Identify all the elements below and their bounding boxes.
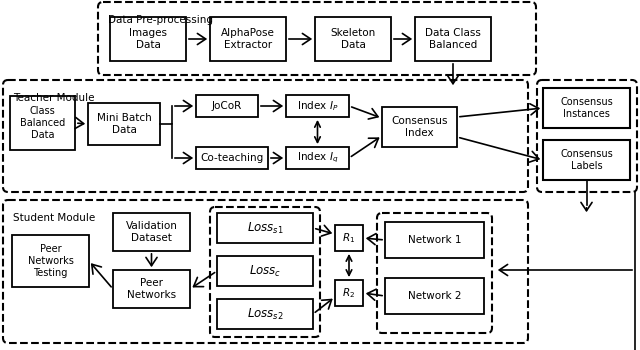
Text: $Loss_{s2}$: $Loss_{s2}$ [246,307,284,322]
Text: $R_2$: $R_2$ [342,286,356,300]
Bar [12,235,89,287]
Text: Data Pre-processing: Data Pre-processing [108,15,213,25]
FancyBboxPatch shape [3,80,528,192]
Bar [286,147,349,169]
Text: Index $I_P$: Index $I_P$ [297,99,338,113]
Bar [385,222,484,258]
FancyBboxPatch shape [377,213,492,333]
Text: Consensus
Instances: Consensus Instances [560,97,613,119]
Text: JoCoR: JoCoR [212,101,242,111]
Text: Images
Data: Images Data [129,28,167,50]
Bar [382,107,457,147]
Bar [10,96,75,150]
Text: Peer
Networks: Peer Networks [127,278,176,300]
Text: Skeleton
Data: Skeleton Data [330,28,376,50]
Bar [196,147,268,169]
FancyBboxPatch shape [210,207,320,337]
Text: Teacher Module: Teacher Module [13,93,95,103]
Text: Network 1: Network 1 [408,235,461,245]
Text: Consensus
Labels: Consensus Labels [560,149,613,171]
Bar [335,225,363,251]
Bar [217,256,313,286]
Bar [113,213,190,251]
Text: Student Module: Student Module [13,213,95,223]
Text: Consensus
Index: Consensus Index [391,116,448,138]
Bar [543,140,630,180]
Text: $Loss_{s1}$: $Loss_{s1}$ [246,220,284,236]
Text: $Loss_{c}$: $Loss_{c}$ [249,264,281,279]
Text: Index $I_q$: Index $I_q$ [297,151,338,165]
FancyBboxPatch shape [3,200,528,343]
FancyBboxPatch shape [98,2,536,75]
Bar [415,17,491,61]
Text: Co-teaching: Co-teaching [200,153,264,163]
Bar [217,299,313,329]
Bar [110,17,186,61]
Bar [217,213,313,243]
Bar [210,17,286,61]
Text: Validation
Dataset: Validation Dataset [125,221,177,243]
Bar [543,88,630,128]
Text: Data Class
Balanced: Data Class Balanced [425,28,481,50]
Text: Mini Batch
Data: Mini Batch Data [97,113,152,135]
Text: Peer
Networks
Testing: Peer Networks Testing [28,244,74,278]
FancyBboxPatch shape [537,80,637,192]
Bar [385,278,484,314]
Bar [315,17,391,61]
Bar [335,280,363,306]
Bar [286,95,349,117]
Bar [113,270,190,308]
Text: $R_1$: $R_1$ [342,231,356,245]
Bar [196,95,258,117]
Bar [88,103,160,145]
Text: Class
Balanced
Data: Class Balanced Data [20,106,65,140]
Text: AlphaPose
Extractor: AlphaPose Extractor [221,28,275,50]
Text: Network 2: Network 2 [408,291,461,301]
